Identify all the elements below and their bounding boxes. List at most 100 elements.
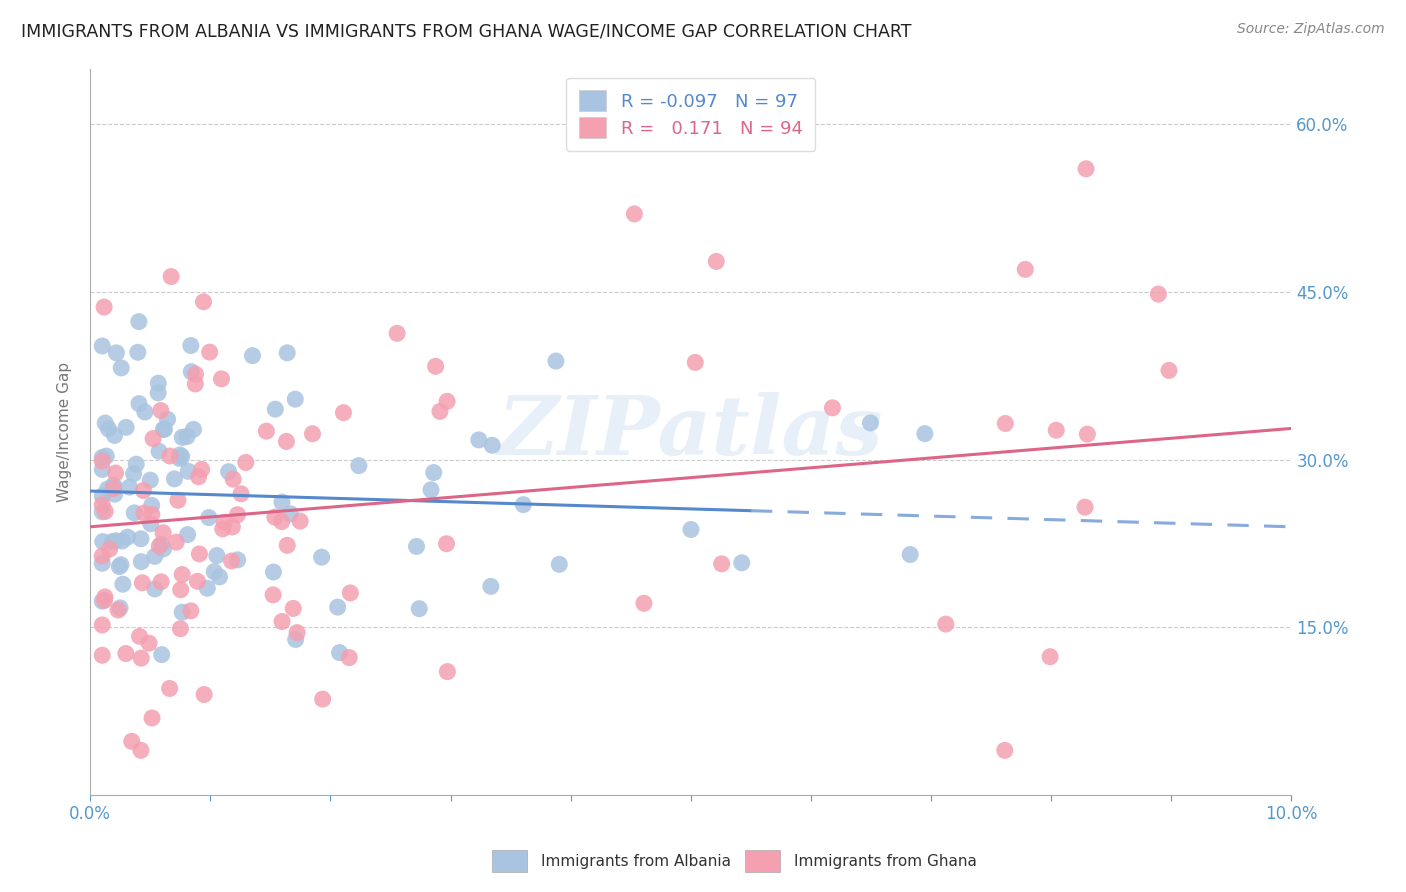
Point bbox=[93, 300, 115, 314]
Point bbox=[91, 462, 114, 476]
Point bbox=[226, 508, 249, 522]
Point bbox=[188, 547, 211, 561]
Text: Immigrants from Ghana: Immigrants from Ghana bbox=[794, 854, 977, 869]
Point bbox=[156, 412, 179, 426]
Point bbox=[339, 586, 361, 600]
Point bbox=[229, 487, 252, 501]
Y-axis label: Wage/Income Gap: Wage/Income Gap bbox=[58, 362, 72, 502]
Point bbox=[405, 540, 427, 554]
Point bbox=[276, 434, 298, 449]
Point bbox=[91, 339, 114, 353]
Point bbox=[180, 365, 202, 379]
Point bbox=[183, 422, 205, 436]
Point bbox=[115, 647, 138, 661]
Point bbox=[898, 548, 921, 562]
Point bbox=[329, 646, 352, 660]
Point bbox=[202, 565, 225, 579]
Point bbox=[481, 438, 503, 452]
Point bbox=[198, 510, 221, 524]
Point bbox=[214, 516, 236, 530]
Point bbox=[122, 467, 145, 481]
Point bbox=[172, 605, 194, 619]
Point bbox=[1039, 649, 1062, 664]
Point bbox=[211, 522, 233, 536]
Point bbox=[544, 354, 567, 368]
Point bbox=[104, 466, 127, 480]
Point bbox=[935, 617, 957, 632]
Point bbox=[170, 450, 193, 464]
Point bbox=[167, 493, 190, 508]
Point bbox=[301, 426, 323, 441]
Point bbox=[205, 549, 228, 563]
Point bbox=[914, 426, 936, 441]
Point bbox=[132, 483, 155, 498]
Point bbox=[262, 588, 284, 602]
Point bbox=[311, 550, 333, 565]
Point bbox=[110, 558, 132, 572]
Point bbox=[479, 579, 502, 593]
Point bbox=[468, 433, 491, 447]
Point bbox=[103, 482, 125, 496]
Point bbox=[108, 559, 131, 574]
Point bbox=[125, 457, 148, 471]
Point bbox=[288, 514, 311, 528]
Point bbox=[169, 582, 191, 597]
Point bbox=[512, 498, 534, 512]
Point bbox=[859, 416, 882, 430]
Point bbox=[91, 498, 114, 512]
Point bbox=[101, 534, 124, 549]
Point bbox=[218, 465, 240, 479]
Point bbox=[270, 515, 292, 529]
Point bbox=[129, 555, 152, 569]
Point bbox=[91, 450, 114, 465]
Point bbox=[208, 570, 231, 584]
Point bbox=[280, 507, 302, 521]
Point bbox=[710, 557, 733, 571]
Point bbox=[264, 402, 287, 417]
Point bbox=[139, 473, 162, 487]
Point bbox=[91, 489, 114, 503]
Point bbox=[96, 482, 118, 496]
Point bbox=[193, 688, 215, 702]
Point bbox=[111, 577, 134, 591]
Point bbox=[131, 575, 153, 590]
Point bbox=[91, 505, 114, 519]
Point bbox=[284, 632, 307, 647]
Point bbox=[184, 376, 207, 391]
Point bbox=[172, 430, 194, 444]
Point bbox=[731, 556, 754, 570]
Point bbox=[326, 600, 349, 615]
Legend: R = -0.097   N = 97, R =   0.171   N = 94: R = -0.097 N = 97, R = 0.171 N = 94 bbox=[567, 78, 815, 151]
Point bbox=[276, 538, 298, 552]
Point bbox=[235, 455, 257, 469]
Point bbox=[283, 601, 305, 615]
Point bbox=[152, 422, 174, 436]
Point bbox=[141, 499, 163, 513]
Point bbox=[132, 506, 155, 520]
Point bbox=[103, 428, 125, 442]
Point bbox=[165, 535, 187, 549]
Point bbox=[172, 567, 194, 582]
Point bbox=[271, 495, 294, 509]
Point bbox=[423, 466, 446, 480]
Point bbox=[184, 367, 207, 381]
Point bbox=[180, 604, 202, 618]
Point bbox=[226, 553, 249, 567]
Point bbox=[180, 338, 202, 352]
Point bbox=[176, 429, 198, 443]
Point bbox=[139, 516, 162, 531]
Point bbox=[148, 376, 170, 391]
Point bbox=[97, 422, 120, 436]
Text: ZIPatlas: ZIPatlas bbox=[498, 392, 883, 472]
Point bbox=[633, 596, 655, 610]
Point bbox=[148, 539, 170, 553]
Point bbox=[211, 372, 233, 386]
Point bbox=[91, 454, 114, 468]
Point bbox=[150, 648, 173, 662]
Point bbox=[385, 326, 408, 341]
Point bbox=[153, 422, 176, 436]
Point bbox=[169, 448, 191, 462]
Point bbox=[150, 574, 173, 589]
Point bbox=[285, 625, 308, 640]
Point bbox=[254, 424, 277, 438]
